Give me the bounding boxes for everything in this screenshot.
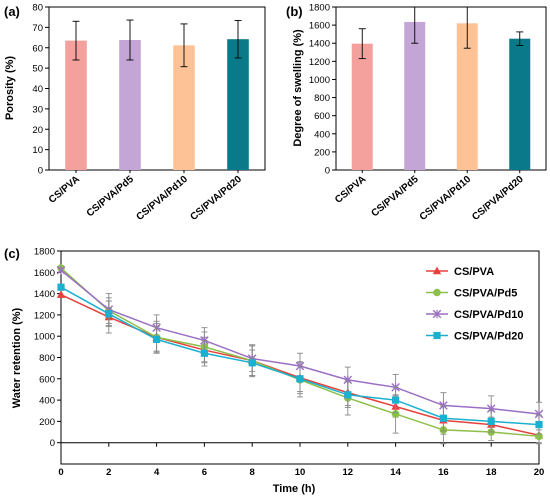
panel-c-y-tick-label: 600: [39, 374, 55, 385]
panel-c-x-tick-label: 4: [154, 467, 160, 478]
panel-c-y-axis-label: Water retention (%): [11, 307, 23, 408]
panel-a-y-tick-label: 70: [32, 23, 43, 34]
panel-b-y-tick-label: 1800: [309, 3, 330, 14]
panel-c-y-tick-label: 1400: [34, 289, 55, 300]
panel-a-y-tick-label: 0: [38, 166, 43, 177]
panel-c-data-point: [56, 265, 66, 275]
panel-c-y-tick-label: 200: [39, 417, 55, 428]
panel-a-category-label: CS/PVA/Pd20: [188, 174, 244, 223]
legend-label: CS/PVA/Pd20: [454, 331, 524, 343]
panel-c-data-point: [392, 396, 400, 404]
panel-c-x-tick-label: 2: [106, 467, 111, 478]
panel-a-y-tick-label: 80: [32, 3, 43, 14]
panel-c-data-point: [535, 420, 543, 429]
panel-a-y-tick-label: 50: [32, 64, 43, 75]
panel-b-category-label: CS/PVA: [333, 174, 368, 206]
panel-b-category-label: CS/PVA/Pd5: [369, 174, 421, 220]
legend-marker: [432, 266, 442, 275]
panel-b-frame: [335, 6, 547, 171]
panel-a-y-axis-label: Porosity (%): [4, 56, 16, 121]
panel-c-y-tick-label: 400: [39, 396, 55, 407]
panel-c-data-point: [391, 410, 400, 418]
panel-c-plot-area: 0 200 400 600 800 1000 1200 1400 1600 1800 0 2 4 6 8 10…: [34, 247, 544, 479]
panel-c-x-axis-label: Time (h): [273, 483, 316, 495]
panel-a-y-tick-label: 20: [32, 125, 43, 136]
panel-c-legend: CS/PVA CS/PVA/Pd5 CS/PVA/Pd10 CS/PVA/Pd20: [426, 266, 524, 343]
panel-a-category-label: CS/PVA: [47, 174, 82, 206]
panel-b-y-tick-label: 1200: [309, 57, 330, 68]
panel-b-category-label: CS/PVA/Pd10: [418, 174, 474, 223]
panel-c-x-tick-label: 20: [534, 467, 545, 478]
panel-c-x-tick-label: 12: [343, 467, 354, 478]
panel-c-data-point: [105, 310, 113, 318]
panel-c-x-tick-label: 6: [202, 467, 207, 478]
panel-c-y-tick-label: 1000: [34, 332, 55, 343]
panel-b-y-tick-label: 600: [314, 111, 330, 122]
panel-a-porosity-chart: (a) Porosity (%) 0 10 20 30 40 50 60 70 80 CS/PVA…: [4, 3, 266, 223]
panel-b-swelling-chart: (b) Degree of swelling (%) 0 200 400 600 800…: [286, 3, 547, 223]
panel-b-y-axis-label: Degree of swelling (%): [292, 29, 304, 147]
panel-c-data-point: [57, 283, 65, 291]
panel-c-data-point: [200, 349, 208, 357]
panel-a-bar: [227, 39, 249, 170]
panel-c-y-tick-label: 1600: [34, 268, 55, 279]
panel-c-x-tick-label: 18: [486, 467, 497, 478]
panel-c-data-point: [487, 417, 495, 425]
panel-a-category-label: CS/PVA/Pd10: [134, 174, 190, 223]
panel-c-x-tick-label: 8: [250, 467, 255, 478]
panel-b-bar: [509, 38, 531, 170]
panel-c-y-tick-label: 800: [39, 353, 55, 364]
panel-b-y-tick-label: 0: [325, 166, 330, 177]
panel-a-bar: [119, 40, 141, 170]
panel-b-y-tick-label: 400: [314, 129, 330, 140]
panel-c-y-tick-label: 1200: [34, 310, 55, 321]
panel-c-x-tick-label: 16: [438, 467, 449, 478]
panel-b-bar: [351, 43, 373, 170]
panel-a-y-tick-label: 60: [32, 43, 43, 54]
legend-marker: [433, 331, 441, 340]
panel-a-y-tick-label: 40: [32, 84, 43, 95]
panel-a-category-label: CS/PVA/Pd5: [85, 174, 137, 220]
legend-label: CS/PVA/Pd10: [454, 309, 524, 321]
panel-b-y-tick-label: 1600: [309, 21, 330, 32]
panel-c-data-point: [248, 359, 256, 367]
panel-b-y-tick-label: 200: [314, 147, 330, 158]
panel-c-data-point: [56, 290, 66, 298]
panel-a-label: (a): [4, 4, 20, 19]
panel-c-x-tick-label: 10: [295, 467, 306, 478]
panel-c-data-point: [153, 335, 161, 343]
panel-c-x-tick-label: 0: [58, 467, 63, 478]
panel-b-y-tick-label: 800: [314, 93, 330, 104]
panel-b-y-tick-label: 1400: [309, 39, 330, 50]
panel-c-data-point: [296, 375, 304, 383]
panel-c-y-tick-label: 0: [50, 438, 55, 449]
panel-b-label: (b): [286, 4, 303, 19]
panel-b-category-label: CS/PVA/Pd20: [470, 174, 526, 223]
panel-b-bar: [404, 21, 426, 170]
panel-c-label: (c): [4, 246, 20, 261]
panel-a-y-tick-label: 10: [32, 145, 43, 156]
legend-label: CS/PVA/Pd5: [454, 288, 517, 300]
panel-b-y-tick-label: 1000: [309, 75, 330, 86]
legend-label: CS/PVA: [454, 266, 494, 278]
panel-c-data-point: [344, 391, 352, 399]
panel-a-bar: [173, 45, 195, 170]
panel-c-water-retention-chart: (c) Water retention (%) Time (h) 0200400…: [4, 246, 544, 495]
legend-marker: [433, 288, 441, 297]
panel-b-bar: [456, 23, 478, 170]
panel-a-bar: [65, 40, 87, 171]
panel-c-x-tick-label: 14: [390, 467, 401, 478]
legend-marker: [432, 309, 442, 319]
panel-c-y-tick-label: 1800: [34, 247, 55, 258]
panel-c-series-4: [57, 283, 543, 435]
panel-a-y-tick-label: 30: [32, 104, 43, 115]
panel-c-data-point: [439, 414, 447, 422]
